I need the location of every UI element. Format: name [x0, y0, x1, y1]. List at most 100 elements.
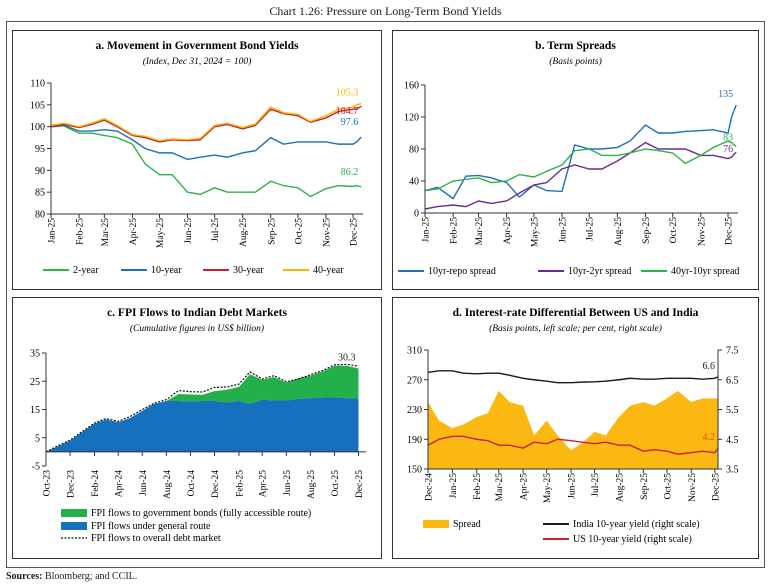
- x-tick-label: Feb-25: [235, 470, 245, 497]
- x-tick-label: Nov-25: [322, 218, 332, 247]
- legend-swatch: [61, 509, 87, 517]
- x-tick-label: Dec-25: [711, 473, 721, 501]
- x-tick-label: Sep-25: [642, 217, 652, 244]
- y-tick-label: 85: [35, 188, 45, 199]
- chart-subtitle: (Index, Dec 31, 2024 = 100): [143, 56, 252, 67]
- x-tick-label: Aug-25: [239, 218, 249, 247]
- x-tick-label: Nov-25: [697, 217, 707, 246]
- y2-tick-label: 3.5: [726, 465, 739, 476]
- y-tick-label: 15: [30, 405, 40, 416]
- legend-label: 10yr-2yr spread: [568, 266, 631, 277]
- legend-label: 10yr-repo spread: [428, 266, 496, 277]
- y-tick-label: -5: [32, 462, 40, 473]
- x-tick-label: Mar-25: [475, 217, 485, 246]
- sources-text: Bloomberg; and CCIL.: [44, 571, 138, 582]
- y-tick-label: 105: [30, 100, 45, 111]
- main-title: Chart 1.26: Pressure on Long-Term Bond Y…: [269, 4, 502, 18]
- legend-label: Spread: [453, 519, 481, 530]
- chart-subtitle: (Basis points, left scale; per cent, rig…: [489, 323, 662, 334]
- y2-tick-label: 7.5: [726, 346, 739, 357]
- legend-label: FPI flows to overall debt market: [91, 533, 221, 544]
- y2-tick-label: 6.5: [726, 375, 739, 386]
- x-tick-label: May-25: [156, 218, 166, 248]
- y-tick-label: 310: [407, 346, 422, 357]
- x-tick-label: Oct-25: [294, 218, 304, 245]
- end-label: 86.2: [341, 167, 359, 178]
- chart-title: a. Movement in Government Bond Yields: [96, 40, 299, 52]
- legend-label: 30-year: [233, 265, 264, 276]
- x-tick-label: Dec-24: [211, 470, 221, 498]
- series-line-3: [50, 102, 362, 142]
- y-tick-label: 160: [404, 81, 419, 92]
- x-tick-label: Aug-25: [307, 470, 317, 499]
- x-tick-label: Apr-25: [129, 218, 139, 245]
- x-tick-label: Dec-23: [67, 470, 77, 498]
- panel-c-fpi-flows: c. FPI Flows to Indian Debt Markets (Cumu…: [12, 297, 382, 559]
- x-tick-label: Aug-25: [614, 217, 624, 246]
- x-tick-label: Jun-25: [283, 470, 293, 496]
- x-tick-label: Apr-24: [115, 470, 125, 497]
- x-tick-label: Sep-25: [267, 218, 277, 245]
- x-tick-label: Oct-25: [663, 473, 673, 500]
- legend-label: 2-year: [73, 265, 99, 276]
- end-label: 104.7: [336, 106, 359, 117]
- y-tick-label: 5: [35, 433, 40, 444]
- end-label: 4.2: [703, 432, 716, 443]
- x-tick-label: Jun-25: [184, 218, 194, 244]
- x-tick-label: Oct-24: [187, 470, 197, 497]
- x-tick-label: Aug-24: [163, 470, 173, 499]
- x-tick-label: Jan-25: [48, 218, 58, 244]
- x-tick-label: Jun-25: [568, 473, 578, 499]
- x-tick-label: May-25: [530, 217, 540, 247]
- series-line-2: [50, 105, 362, 143]
- chart-svg-d: d. Interest-rate Differential Between US…: [407, 307, 739, 545]
- y-tick-label: 95: [35, 144, 45, 155]
- x-tick-label: Oct-25: [331, 470, 341, 497]
- line-overall-debt: [45, 363, 359, 453]
- legend-label: India 10-year yield (right scale): [573, 519, 700, 530]
- x-tick-label: Oct-25: [669, 217, 679, 244]
- y-tick-label: 35: [30, 349, 40, 360]
- y2-tick-label: 5.5: [726, 405, 739, 416]
- x-tick-label: Dec-25: [350, 218, 360, 246]
- series-line-1: [50, 124, 362, 161]
- chart-subtitle: (Cumulative figures in US$ billion): [130, 323, 264, 334]
- x-tick-label: Jun-24: [139, 470, 149, 496]
- x-tick-label: Aug-25: [615, 473, 625, 502]
- area-government-bonds: [46, 365, 359, 452]
- x-tick-label: Sep-25: [640, 473, 650, 500]
- series-line-2: [424, 140, 737, 192]
- chart-title: c. FPI Flows to Indian Debt Markets: [107, 307, 287, 319]
- y-tick-label: 270: [407, 375, 422, 386]
- x-tick-label: Apr-25: [503, 217, 513, 244]
- end-label: 97.6: [341, 117, 359, 128]
- y-tick-label: 230: [407, 405, 422, 416]
- end-label: 76: [723, 144, 733, 155]
- y-tick-label: 0: [414, 209, 419, 220]
- x-tick-label: Apr-25: [520, 473, 530, 500]
- legend-label: FPI flows to government bonds (fully acc…: [91, 508, 311, 519]
- x-tick-label: Jan-25: [422, 217, 432, 243]
- x-tick-label: Jul-25: [211, 218, 221, 242]
- panel-d-rate-differential: d. Interest-rate Differential Between US…: [392, 297, 759, 559]
- end-label: 135: [718, 89, 733, 100]
- end-label: 6.6: [703, 361, 716, 372]
- panel-b-term-spreads: b. Term Spreads (Basis points) 0 40 80 120 160…: [392, 30, 759, 290]
- y-tick-label: 150: [407, 465, 422, 476]
- legend-swatch: [61, 522, 87, 530]
- legend-label: 10-year: [151, 265, 182, 276]
- x-tick-label: Nov-25: [688, 473, 698, 502]
- x-tick-label: Jan-25: [449, 473, 459, 499]
- sources-label: Sources:: [6, 571, 43, 582]
- end-label: 105.3: [336, 88, 359, 99]
- y-tick-label: 100: [30, 122, 45, 133]
- y-tick-label: 90: [35, 166, 45, 177]
- series-line-0: [50, 125, 362, 198]
- x-tick-label: Dec-25: [725, 217, 735, 245]
- legend-label: US 10-year yield (right scale): [573, 534, 692, 545]
- x-tick-label: Mar-25: [101, 218, 111, 247]
- y-tick-label: 80: [409, 145, 419, 156]
- y-tick-label: 120: [404, 113, 419, 124]
- y-tick-label: 80: [35, 210, 45, 221]
- x-tick-label: Jul-25: [586, 217, 596, 241]
